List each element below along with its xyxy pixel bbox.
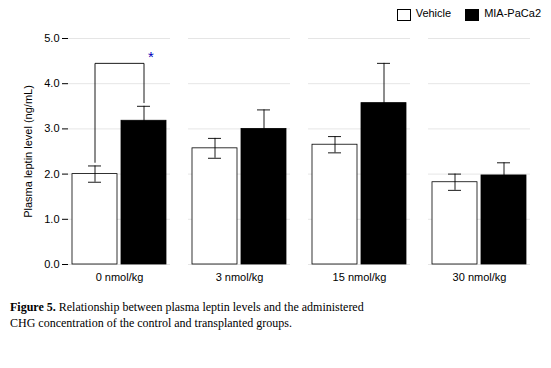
svg-text:2.0: 2.0 bbox=[44, 168, 59, 180]
html-text:Vehicle: Vehicle bbox=[415, 7, 452, 20]
svg-text:5.0: 5.0 bbox=[44, 32, 59, 44]
svg-text:0.0: 0.0 bbox=[44, 258, 59, 270]
svg-text:Plasma leptin level (ng/mL): Plasma leptin level (ng/mL) bbox=[22, 85, 34, 218]
svg-text:1.0: 1.0 bbox=[44, 213, 59, 225]
svg-text:0 nmol/kg: 0 nmol/kg bbox=[96, 271, 144, 283]
svg-text:3 nmol/kg: 3 nmol/kg bbox=[216, 271, 264, 283]
svg-text:4.0: 4.0 bbox=[44, 77, 59, 89]
svg-text:30 nmol/kg: 30 nmol/kg bbox=[453, 271, 507, 283]
svg-text:*: * bbox=[148, 48, 154, 65]
svg-text:15 nmol/kg: 15 nmol/kg bbox=[333, 271, 387, 283]
html-text:MIA-PaCa2: MIA-PaCa2 bbox=[484, 7, 541, 20]
svg-text:3.0: 3.0 bbox=[44, 122, 59, 134]
html-text:Figure 5. Relationship between: Figure 5. Relationship between plasma le… bbox=[10, 300, 364, 330]
